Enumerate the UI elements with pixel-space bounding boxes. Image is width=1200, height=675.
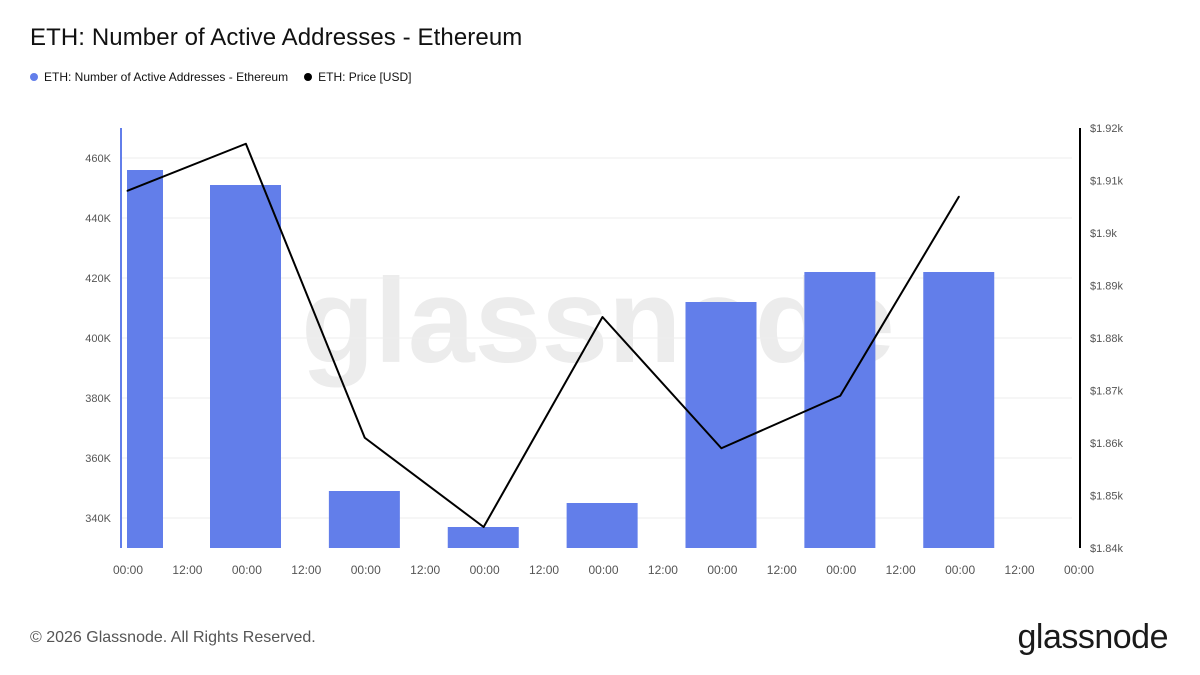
price-point bbox=[839, 395, 841, 397]
x-tick-label: 12:00 bbox=[291, 563, 321, 577]
x-tick-label: 12:00 bbox=[1005, 563, 1035, 577]
x-tick-label: 00:00 bbox=[1064, 563, 1094, 577]
legend-label-active-addresses: ETH: Number of Active Addresses - Ethere… bbox=[44, 70, 289, 84]
bar-active-addresses bbox=[685, 302, 757, 548]
legend-label-price: ETH: Price [USD] bbox=[318, 70, 412, 84]
y-left-tick-label: 360K bbox=[85, 453, 111, 465]
bar-active-addresses bbox=[127, 170, 163, 548]
y-left-tick-label: 400K bbox=[85, 333, 111, 345]
legend-item-active-addresses[interactable]: ETH: Number of Active Addresses - Ethere… bbox=[30, 70, 288, 84]
x-tick-label: 00:00 bbox=[945, 563, 975, 577]
price-line bbox=[126, 142, 960, 528]
bar-active-addresses bbox=[804, 272, 876, 548]
x-tick-label: 12:00 bbox=[410, 563, 440, 577]
legend-dot-price bbox=[304, 73, 313, 81]
price-point bbox=[483, 526, 485, 528]
y-left-tick-label: 460K bbox=[85, 153, 111, 165]
y-right-tick-label: $1.91k bbox=[1090, 176, 1124, 188]
x-tick-label: 12:00 bbox=[767, 563, 797, 577]
x-tick-label: 00:00 bbox=[707, 563, 737, 577]
x-tick-label: 12:00 bbox=[172, 563, 202, 577]
legend-dot-active-addresses bbox=[30, 73, 38, 81]
y-right-tick-label: $1.89k bbox=[1090, 281, 1124, 293]
x-tick-label: 00:00 bbox=[351, 563, 381, 577]
price-point bbox=[364, 437, 366, 439]
glassnode-logo[interactable]: glassnode bbox=[1017, 618, 1168, 656]
x-tick-label: 12:00 bbox=[648, 563, 678, 577]
y-left-tick-label: 440K bbox=[85, 213, 111, 225]
bar-active-addresses bbox=[447, 527, 519, 548]
chart-title: ETH: Number of Active Addresses - Ethere… bbox=[30, 24, 523, 51]
x-tick-label: 00:00 bbox=[826, 563, 856, 577]
bar-active-addresses bbox=[210, 185, 281, 548]
x-tick-label: 12:00 bbox=[529, 563, 559, 577]
watermark: glassnode bbox=[301, 254, 895, 388]
y-right-tick-label: $1.86k bbox=[1090, 438, 1124, 450]
bar-active-addresses bbox=[566, 503, 638, 548]
y-left-tick-label: 380K bbox=[85, 393, 111, 405]
y-right-tick-label: $1.85k bbox=[1090, 491, 1124, 503]
y-right-tick-label: $1.88k bbox=[1090, 333, 1124, 345]
y-left-tick-label: 340K bbox=[85, 513, 111, 525]
x-tick-label: 00:00 bbox=[470, 563, 500, 577]
copyright-footer: © 2026 Glassnode. All Rights Reserved. bbox=[30, 629, 316, 646]
price-point bbox=[126, 190, 128, 192]
legend: ETH: Number of Active Addresses - Ethere… bbox=[30, 68, 411, 86]
bar-active-addresses bbox=[328, 491, 400, 548]
x-tick-label: 00:00 bbox=[588, 563, 618, 577]
bar-active-addresses bbox=[923, 272, 995, 548]
x-tick-label: 00:00 bbox=[113, 563, 143, 577]
y-right-tick-label: $1.87k bbox=[1090, 386, 1124, 398]
y-right-tick-label: $1.92k bbox=[1090, 123, 1124, 135]
legend-item-price[interactable]: ETH: Price [USD] bbox=[304, 70, 411, 84]
y-left-tick-label: 420K bbox=[85, 273, 111, 285]
price-point bbox=[245, 143, 247, 145]
price-point bbox=[958, 195, 960, 197]
price-point bbox=[720, 447, 722, 449]
price-point bbox=[602, 316, 603, 318]
x-tick-label: 12:00 bbox=[886, 563, 916, 577]
y-right-tick-label: $1.9k bbox=[1090, 228, 1117, 240]
x-tick-label: 00:00 bbox=[232, 563, 262, 577]
y-right-tick-label: $1.84k bbox=[1090, 543, 1124, 555]
